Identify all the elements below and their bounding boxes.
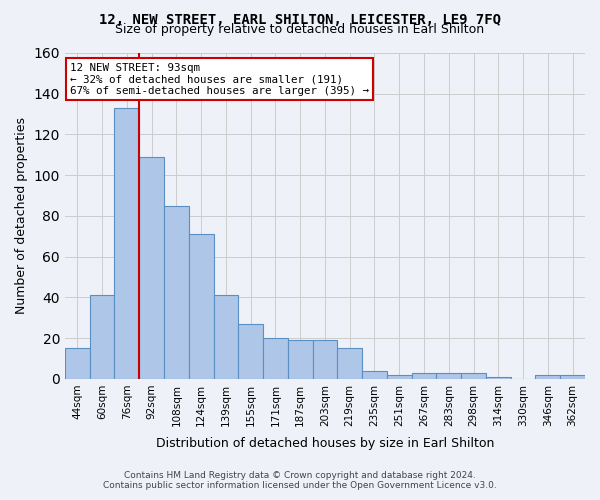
Text: Size of property relative to detached houses in Earl Shilton: Size of property relative to detached ho… [115,22,485,36]
Text: 12, NEW STREET, EARL SHILTON, LEICESTER, LE9 7FQ: 12, NEW STREET, EARL SHILTON, LEICESTER,… [99,12,501,26]
Bar [189,234,214,379]
Bar [461,373,486,379]
Y-axis label: Number of detached properties: Number of detached properties [15,118,28,314]
Bar [89,296,115,379]
Bar [65,348,89,379]
Bar [486,377,511,379]
Bar [313,340,337,379]
Bar [288,340,313,379]
Bar [436,373,461,379]
Bar [412,373,436,379]
Text: 12 NEW STREET: 93sqm
← 32% of detached houses are smaller (191)
67% of semi-deta: 12 NEW STREET: 93sqm ← 32% of detached h… [70,63,369,96]
Bar [238,324,263,379]
Bar [164,206,189,379]
Bar [362,371,387,379]
Bar [263,338,288,379]
Bar [214,296,238,379]
Bar [115,108,139,379]
Bar [337,348,362,379]
Bar [387,375,412,379]
X-axis label: Distribution of detached houses by size in Earl Shilton: Distribution of detached houses by size … [156,437,494,450]
Bar [139,157,164,379]
Text: Contains HM Land Registry data © Crown copyright and database right 2024.
Contai: Contains HM Land Registry data © Crown c… [103,470,497,490]
Bar [560,375,585,379]
Bar [535,375,560,379]
